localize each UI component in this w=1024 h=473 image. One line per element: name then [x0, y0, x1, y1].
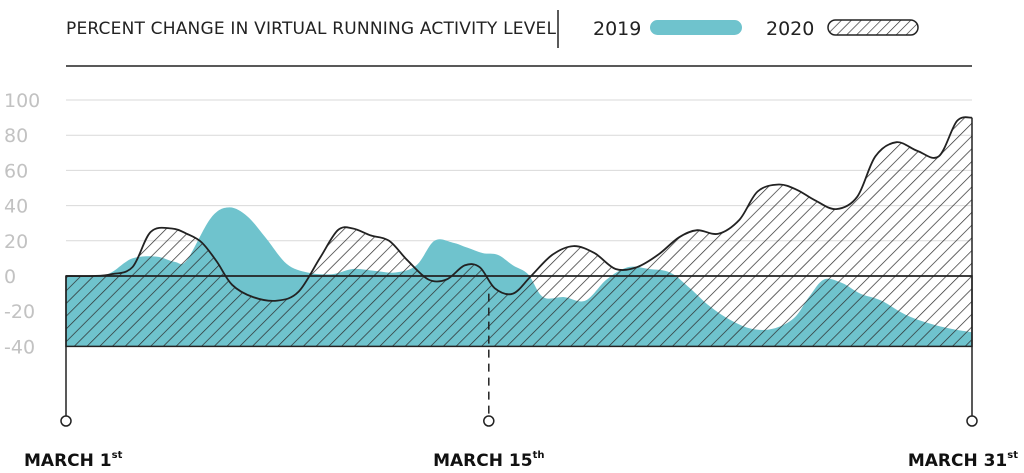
y-tick-label: 20 [4, 231, 28, 253]
y-tick-label: 0 [4, 266, 16, 288]
series-2020-line [65, 116, 973, 302]
legend-label-2019: 2019 [593, 18, 641, 40]
y-tick-label: 80 [4, 125, 28, 147]
legend: 2019 2020 [593, 18, 919, 40]
y-tick-label: 100 [4, 90, 40, 112]
x-tick-label: MARCH 1st [24, 450, 123, 471]
series-2020-area [66, 117, 972, 347]
legend-swatch-2019 [650, 20, 742, 35]
y-axis-ticks: 100 80 60 40 20 0 -20 -40 [4, 90, 40, 358]
x-tick-marker [60, 415, 72, 427]
y-tick-label: 60 [4, 160, 28, 182]
y-tick-label: -20 [4, 301, 35, 323]
legend-label-2020: 2020 [766, 18, 814, 40]
y-tick-label: -40 [4, 336, 35, 358]
chart-title: PERCENT CHANGE IN VIRTUAL RUNNING ACTIVI… [66, 19, 556, 39]
x-axis-ticks: MARCH 1st MARCH 15th MARCH 31st [24, 415, 1018, 471]
x-tick-label: MARCH 15th [433, 450, 544, 471]
legend-swatch-2020 [827, 19, 919, 36]
y-tick-label: 40 [4, 196, 28, 218]
x-tick-label: MARCH 31st [908, 450, 1018, 471]
x-tick-marker [966, 415, 978, 427]
x-tick-marker [483, 415, 495, 427]
